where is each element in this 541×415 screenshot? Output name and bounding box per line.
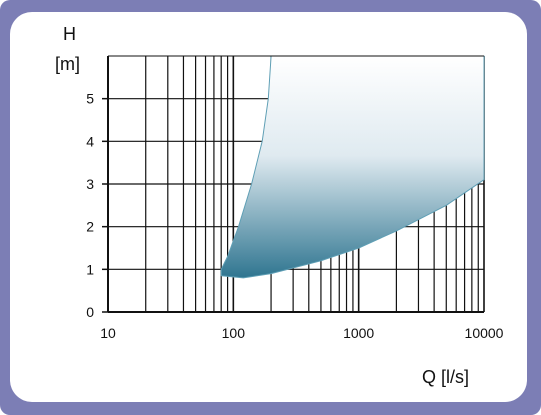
x-tick-label: 100 [222,325,246,341]
x-tick-label: 10 [100,325,116,341]
y-tick-label: 3 [86,176,94,192]
tick-labels: 0 1 2 3 4 5 10 100 1000 10000 [86,91,503,341]
x-axis-label: Q [l/s] [422,367,469,387]
x-tick-label: 1000 [343,325,374,341]
y-axis-label-line1: H [63,24,76,44]
y-tick-label: 2 [86,219,94,235]
y-tick-label: 5 [86,91,94,107]
y-tick-label: 4 [86,133,94,149]
operating-region-area [220,55,485,279]
y-axis-label-line2: [m] [55,54,80,74]
y-tick-label: 1 [86,261,94,277]
y-tick-label: 0 [86,304,94,320]
axes [102,55,484,313]
x-tick-label: 10000 [465,325,504,341]
